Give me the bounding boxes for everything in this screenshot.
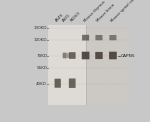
- FancyBboxPatch shape: [109, 35, 116, 40]
- Text: 100KD: 100KD: [34, 38, 47, 41]
- Text: SKOV3: SKOV3: [69, 11, 81, 23]
- FancyBboxPatch shape: [69, 78, 76, 88]
- FancyBboxPatch shape: [67, 53, 70, 58]
- FancyBboxPatch shape: [69, 52, 76, 59]
- FancyBboxPatch shape: [55, 79, 61, 88]
- Bar: [48, 25, 86, 105]
- Text: 70KD: 70KD: [36, 54, 47, 57]
- Text: CAPN5: CAPN5: [120, 54, 135, 57]
- Bar: [86, 25, 129, 105]
- FancyBboxPatch shape: [82, 52, 89, 59]
- FancyBboxPatch shape: [95, 35, 102, 40]
- FancyBboxPatch shape: [109, 52, 117, 59]
- FancyBboxPatch shape: [63, 53, 67, 58]
- Text: A431: A431: [62, 13, 72, 23]
- Text: Mouse brain: Mouse brain: [96, 3, 116, 23]
- Text: Mouse thymus: Mouse thymus: [83, 0, 106, 23]
- Text: 55KD: 55KD: [36, 66, 47, 70]
- Text: A549: A549: [55, 13, 65, 23]
- Text: 130KD: 130KD: [34, 26, 47, 30]
- FancyBboxPatch shape: [82, 35, 89, 41]
- Text: Mouse spinal cord: Mouse spinal cord: [110, 0, 138, 23]
- FancyBboxPatch shape: [95, 52, 103, 59]
- Text: 40KD: 40KD: [36, 82, 47, 86]
